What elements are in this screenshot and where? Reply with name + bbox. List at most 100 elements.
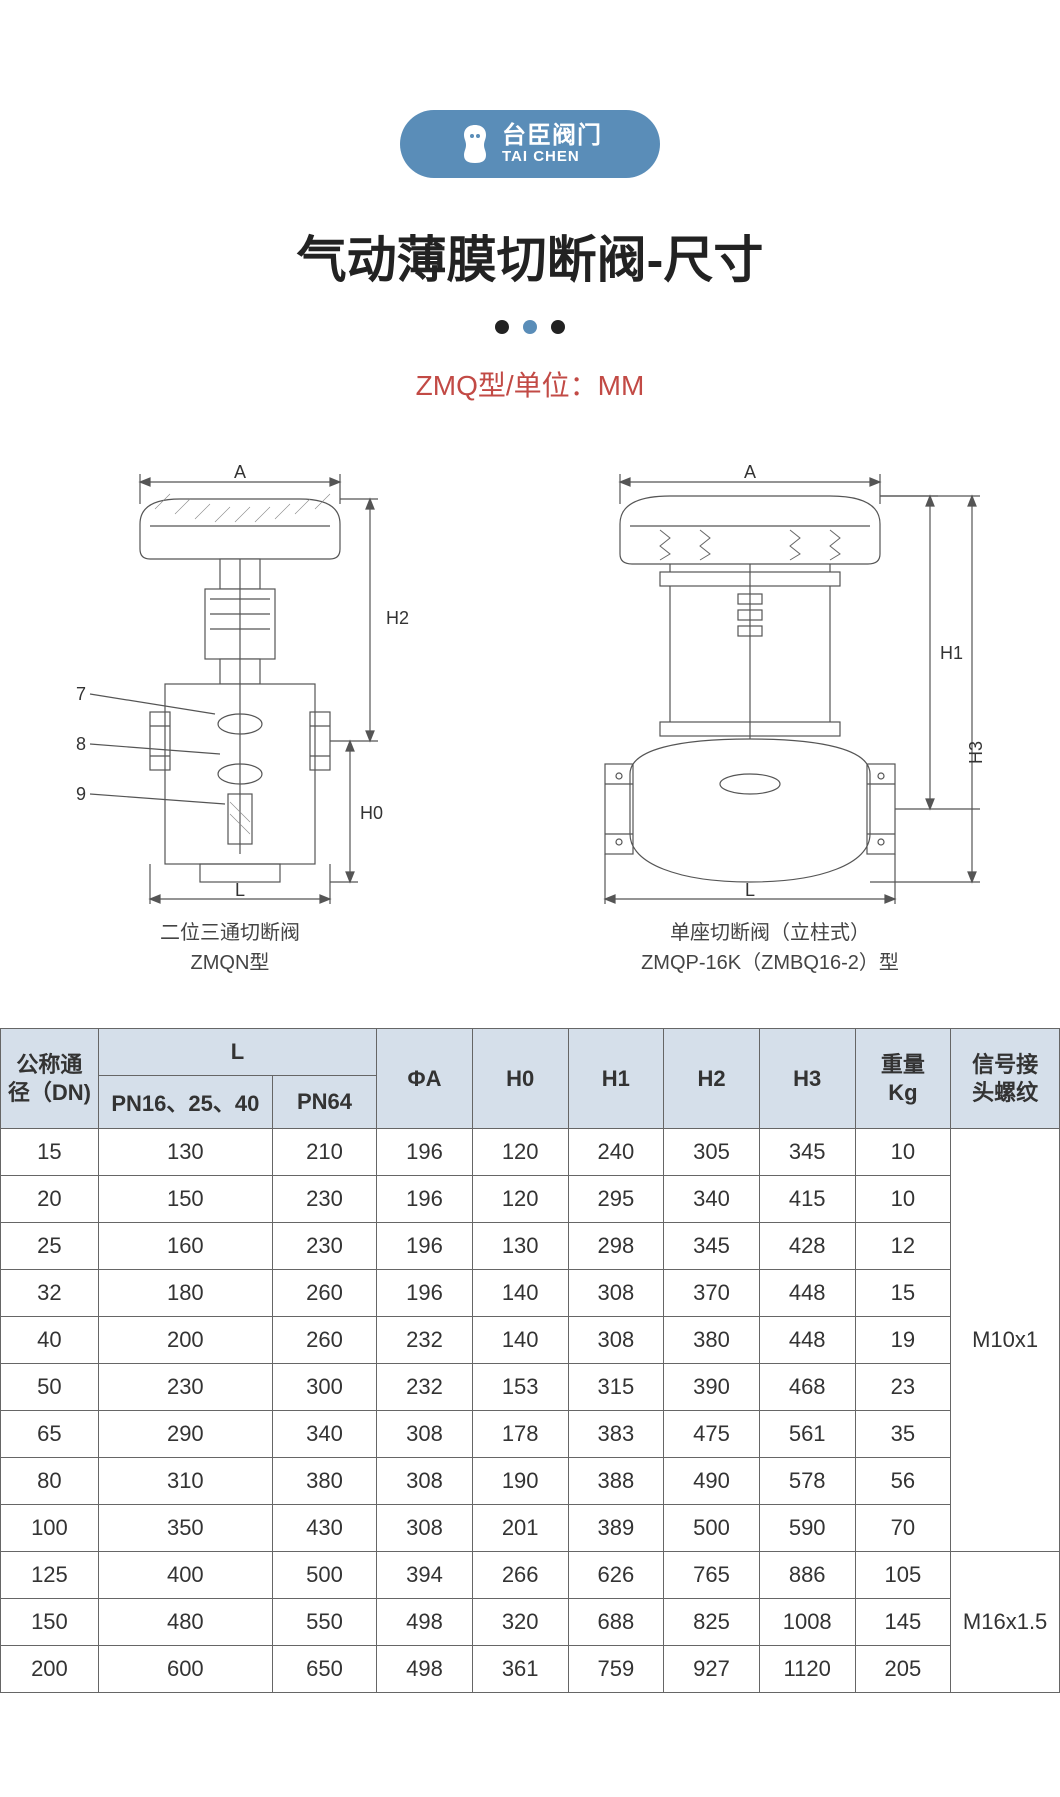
table-cell: 310: [98, 1458, 272, 1505]
decorative-dots: [0, 320, 1060, 334]
col-l-sub1: PN16、25、40: [98, 1076, 272, 1129]
table-cell: 383: [568, 1411, 664, 1458]
col-l-group: L: [98, 1029, 376, 1076]
diagram-right-caption: 单座切断阀（立柱式） ZMQP-16K（ZMBQ16-2）型: [641, 918, 899, 978]
table-cell: 266: [472, 1552, 568, 1599]
col-dn: 公称通 径（DN): [1, 1029, 99, 1129]
table-cell: 145: [855, 1599, 951, 1646]
diagram-left: A H2 H0 L 7 8 9 二位三通切断阀 ZMQN型: [30, 464, 430, 978]
table-cell: 688: [568, 1599, 664, 1646]
table-cell: 626: [568, 1552, 664, 1599]
table-cell: 32: [1, 1270, 99, 1317]
table-cell: 480: [98, 1599, 272, 1646]
caption-line: ZMQN型: [160, 948, 300, 978]
table-cell: 10: [855, 1129, 951, 1176]
table-cell: 300: [272, 1364, 376, 1411]
table-row: 1513021019612024030534510M10x1: [1, 1129, 1060, 1176]
table-cell: 205: [855, 1646, 951, 1693]
diagram-left-svg: A H2 H0 L 7 8 9: [30, 464, 430, 904]
spec-table: 公称通 径（DN) L ΦA H0 H1 H2 H3 重量 Kg 信号接 头螺纹…: [0, 1028, 1060, 1693]
table-cell: 361: [472, 1646, 568, 1693]
table-cell: 400: [98, 1552, 272, 1599]
col-h0: H0: [472, 1029, 568, 1129]
table-cell: 428: [759, 1223, 855, 1270]
table-row: 5023030023215331539046823: [1, 1364, 1060, 1411]
table-row: 2516023019613029834542812: [1, 1223, 1060, 1270]
table-cell: 500: [272, 1552, 376, 1599]
table-cell: 650: [272, 1646, 376, 1693]
table-cell: 150: [98, 1176, 272, 1223]
table-cell: 448: [759, 1317, 855, 1364]
table-cell: 590: [759, 1505, 855, 1552]
svg-text:H1: H1: [940, 643, 963, 663]
table-row: 125400500394266626765886105M16x1.5: [1, 1552, 1060, 1599]
table-cell: 927: [664, 1646, 760, 1693]
col-h3: H3: [759, 1029, 855, 1129]
table-cell: 320: [472, 1599, 568, 1646]
table-cell: 578: [759, 1458, 855, 1505]
brand-icon: [458, 123, 492, 165]
table-cell: 196: [377, 1270, 473, 1317]
svg-text:A: A: [744, 464, 756, 482]
dot: [523, 320, 537, 334]
table-cell: 1008: [759, 1599, 855, 1646]
table-cell: 25: [1, 1223, 99, 1270]
table-cell: 105: [855, 1552, 951, 1599]
table-cell: 394: [377, 1552, 473, 1599]
col-thread: 信号接 头螺纹: [951, 1029, 1060, 1129]
table-cell: 759: [568, 1646, 664, 1693]
table-cell: 20: [1, 1176, 99, 1223]
table-cell: 380: [272, 1458, 376, 1505]
col-phia: ΦA: [377, 1029, 473, 1129]
table-cell: 240: [568, 1129, 664, 1176]
table-cell: 140: [472, 1270, 568, 1317]
subtitle: ZMQ型/单位：MM: [0, 364, 1060, 404]
table-cell: 10: [855, 1176, 951, 1223]
table-cell: 448: [759, 1270, 855, 1317]
svg-text:L: L: [745, 880, 755, 900]
dot: [551, 320, 565, 334]
table-cell: 475: [664, 1411, 760, 1458]
table-cell: 200: [98, 1317, 272, 1364]
table-cell: 178: [472, 1411, 568, 1458]
brand-name-cn: 台臣阀门: [502, 123, 602, 149]
table-cell: 390: [664, 1364, 760, 1411]
table-cell: 340: [664, 1176, 760, 1223]
table-cell: 886: [759, 1552, 855, 1599]
table-cell: 120: [472, 1129, 568, 1176]
table-row: 10035043030820138950059070: [1, 1505, 1060, 1552]
table-cell: 40: [1, 1317, 99, 1364]
table-cell: 550: [272, 1599, 376, 1646]
svg-text:8: 8: [76, 734, 86, 754]
table-cell: 498: [377, 1599, 473, 1646]
table-cell: 230: [98, 1364, 272, 1411]
table-cell: 345: [759, 1129, 855, 1176]
col-h1: H1: [568, 1029, 664, 1129]
dot: [495, 320, 509, 334]
caption-line: 二位三通切断阀: [160, 918, 300, 948]
table-cell: 15: [855, 1270, 951, 1317]
table-cell: 350: [98, 1505, 272, 1552]
table-body: 1513021019612024030534510M10x12015023019…: [1, 1129, 1060, 1693]
table-cell: 370: [664, 1270, 760, 1317]
table-cell: 210: [272, 1129, 376, 1176]
table-cell: 12: [855, 1223, 951, 1270]
diagram-right-svg: A H1 H3 L: [510, 464, 1030, 904]
table-cell: 190: [472, 1458, 568, 1505]
table-cell: 125: [1, 1552, 99, 1599]
table-cell: 765: [664, 1552, 760, 1599]
table-cell: 290: [98, 1411, 272, 1458]
svg-text:A: A: [234, 464, 246, 482]
col-weight: 重量 Kg: [855, 1029, 951, 1129]
table-cell: 35: [855, 1411, 951, 1458]
table-cell: 315: [568, 1364, 664, 1411]
table-cell: 196: [377, 1129, 473, 1176]
table-cell: 388: [568, 1458, 664, 1505]
table-cell: 380: [664, 1317, 760, 1364]
brand-name-en: TAI CHEN: [502, 149, 602, 166]
table-cell: 19: [855, 1317, 951, 1364]
svg-text:H3: H3: [966, 741, 986, 764]
table-head: 公称通 径（DN) L ΦA H0 H1 H2 H3 重量 Kg 信号接 头螺纹…: [1, 1029, 1060, 1129]
table-cell: 415: [759, 1176, 855, 1223]
table-cell: 1120: [759, 1646, 855, 1693]
